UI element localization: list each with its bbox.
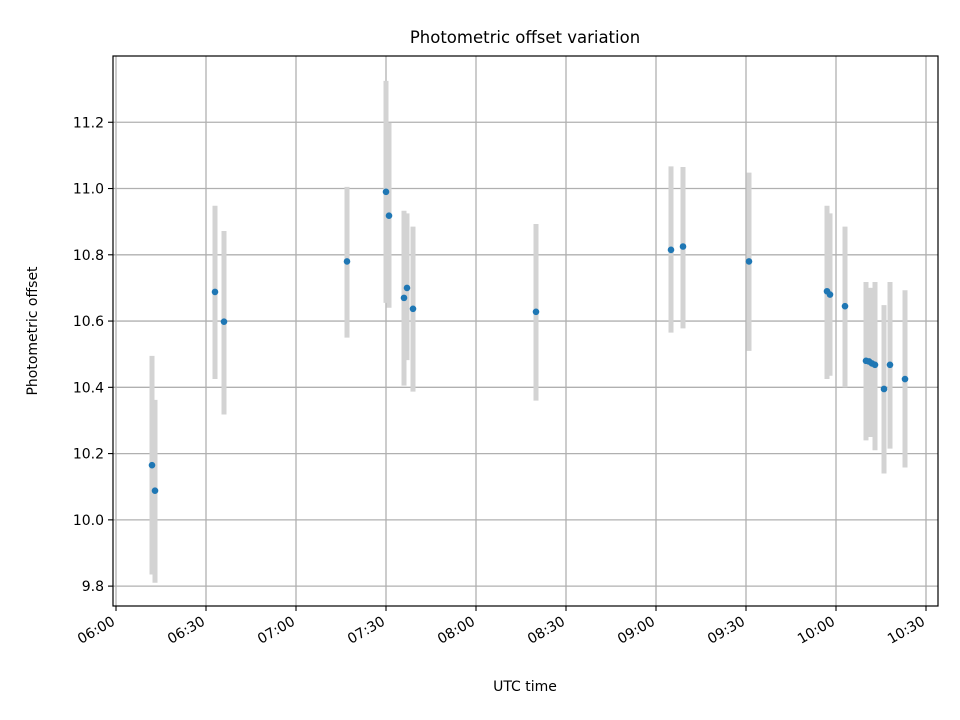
data-point bbox=[211, 288, 219, 296]
data-point bbox=[679, 243, 687, 250]
y-tick-label: 10.2 bbox=[73, 447, 104, 463]
data-point bbox=[841, 302, 849, 310]
data-point bbox=[871, 361, 879, 369]
data-point bbox=[532, 308, 540, 316]
data-point bbox=[409, 305, 417, 313]
y-tick-label: 10.4 bbox=[73, 380, 104, 396]
data-point bbox=[151, 487, 159, 494]
data-point bbox=[148, 461, 156, 469]
data-point bbox=[343, 258, 351, 265]
data-point bbox=[901, 375, 909, 383]
y-tick-label: 9.8 bbox=[82, 579, 104, 595]
y-tick-label: 11.0 bbox=[73, 182, 104, 198]
plot-frame bbox=[112, 55, 939, 607]
point-layer bbox=[148, 188, 909, 494]
data-point bbox=[385, 212, 393, 219]
y-tick-label: 10.6 bbox=[73, 314, 104, 330]
data-point bbox=[382, 188, 390, 196]
y-tick-label: 10.8 bbox=[73, 248, 104, 264]
data-point bbox=[403, 284, 411, 292]
data-point bbox=[745, 258, 753, 265]
data-point bbox=[886, 361, 894, 369]
grid-layer bbox=[113, 56, 938, 606]
data-point bbox=[400, 294, 408, 302]
data-point bbox=[880, 385, 888, 393]
y-tick-label: 10.0 bbox=[73, 513, 104, 529]
y-axis-label: Photometric offset bbox=[25, 266, 41, 396]
data-point bbox=[826, 291, 834, 298]
y-axis-ticks: 9.8 10.0 10.2 10.4 10.6 10.8 11.0 11.2 bbox=[73, 115, 113, 595]
chart-title: Photometric offset variation bbox=[410, 28, 640, 47]
x-axis-label: UTC time bbox=[493, 679, 557, 695]
y-tick-label: 11.2 bbox=[73, 115, 104, 131]
data-point bbox=[220, 318, 228, 326]
data-point bbox=[667, 246, 675, 254]
